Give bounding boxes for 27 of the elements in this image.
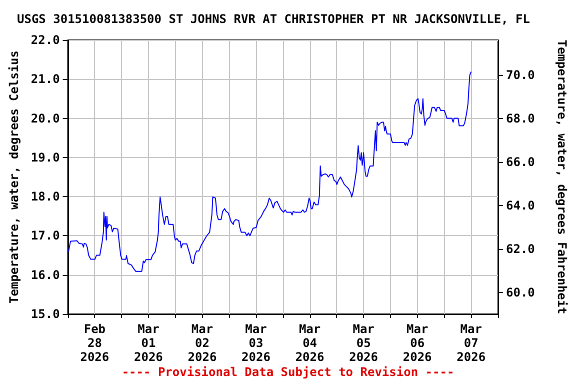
x-tick-label: Mar 04 2026: [295, 322, 324, 364]
y2-tick-label: 60.0: [506, 285, 535, 300]
y2-axis-title: Temperature, water, degrees Fahrenheit: [555, 40, 569, 314]
y-tick-label: 16.0: [30, 268, 60, 282]
y-axis-title: Temperature, water, degrees Celsius: [7, 50, 21, 304]
chart-title: USGS 301510081383500 ST JOHNS RVR AT CHRISTOPHER PT NR JACKSONVILLE, FL: [17, 12, 530, 26]
y-tick-label: 15.0: [30, 307, 60, 321]
x-tick-label: Feb 28 2026: [80, 322, 110, 364]
y2-tick-label: 64.0: [506, 198, 535, 212]
y2-tick-label: 68.0: [506, 111, 535, 126]
line-series: [68, 71, 472, 272]
x-tick-label: Mar 02 2026: [188, 322, 217, 364]
y2-tick-label: 66.0: [506, 154, 535, 169]
x-tick-label: Mar 01 2026: [134, 322, 163, 364]
text: ---- Provisional Data Subject to Revision ----: [122, 365, 454, 379]
x-tick-label: Mar 05 2026: [349, 322, 378, 364]
y-tick-label: 18.0: [30, 190, 60, 204]
y-tick-label: 20.0: [30, 111, 60, 126]
x-tick-label: Mar 07 2026: [456, 322, 486, 364]
x-tick-label: Mar 03 2026: [242, 322, 270, 364]
x-tick-label: Mar 06 2026: [402, 322, 432, 364]
y-tick-label: 21.0: [30, 72, 60, 86]
y2-tick-label: 62.0: [506, 242, 535, 256]
y-tick-label: 22.0: [30, 33, 60, 47]
y-tick-label: 19.0: [30, 150, 60, 164]
y2-tick-label: 70.0: [506, 68, 535, 82]
y-tick-label: 17.0: [30, 228, 60, 243]
